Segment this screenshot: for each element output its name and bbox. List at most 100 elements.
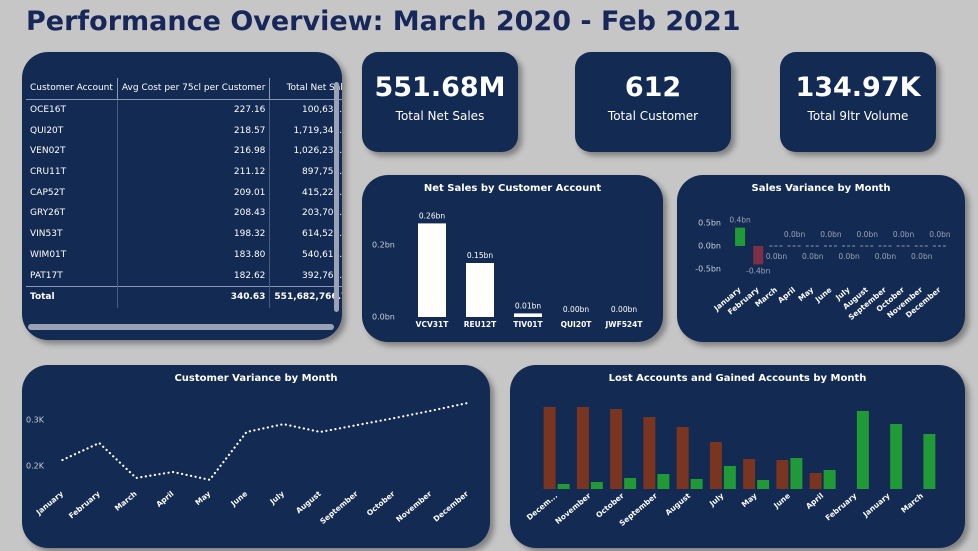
bar [466,263,494,317]
column-header: Customer Account [26,78,118,100]
chart-panel: Net Sales by Customer Account 0.0bn 0.2bn V… [362,175,663,342]
value-label: -0.4bn [746,266,770,275]
value-label: 0.26bn [419,211,445,220]
bar [776,460,789,489]
bar [890,424,903,489]
bar [709,442,722,489]
x-tick-label: April [804,491,825,511]
value-label: 0.0bn [893,230,915,239]
column-header: Avg Cost per 75cl per Customer [117,78,271,100]
table-cell: QUI20T [26,120,118,142]
bar [735,227,746,246]
x-tick-label: February [67,489,102,520]
kpi-card: 134.97K Total 9ltr Volume [780,52,936,152]
table-cell: WIM01T [26,244,118,266]
x-tick-label: April [776,285,797,305]
x-tick-label: JWF524T [605,320,644,329]
value-label: 0.0bn [838,252,860,261]
x-tick-label: May [740,491,759,509]
table-cell: 614,525.06 [302,229,342,240]
x-tick-label: December [432,489,471,524]
table-cell: 340.63 [117,285,271,308]
kpi-value: 134.97K [795,72,921,103]
bar [823,470,836,489]
table-cell: 211.12 [117,161,271,183]
page-title: Performance Overview: March 2020 - Feb 2… [26,6,741,37]
table-cell: CAP52T [26,182,118,204]
x-tick-label: November [394,489,433,524]
value-label: 0.0bn [784,230,806,239]
chart-panel: Lost Accounts and Gained Accounts by Mon… [510,365,965,548]
kpi-card: 612 Total Customer [575,52,731,152]
x-tick-label: February [824,491,859,522]
bar [624,478,637,489]
table-cell: VEN02T [26,141,118,162]
x-tick-label: June [771,491,792,510]
scrollbar[interactable] [334,82,339,312]
bar [590,482,603,489]
bar [757,480,770,489]
x-tick-label: May [193,489,212,507]
chart-title: Net Sales by Customer Account [424,183,602,194]
scrollbar[interactable] [28,324,334,330]
bar [576,407,589,489]
bar [543,407,556,489]
y-tick-label: -0.5bn [695,265,721,274]
x-tick-label: August [664,491,693,517]
value-label: 0.15bn [467,251,493,260]
chart-title: Sales Variance by Month [752,183,891,194]
x-tick-label: September [318,489,360,526]
chart-panel: Customer Variance by Month 0.2K 0.3K Januar… [22,365,490,548]
chart-title: Lost Accounts and Gained Accounts by Mon… [609,373,867,384]
value-label: 0.0bn [802,252,824,261]
table-cell: 392,765.17 [302,270,342,281]
table-cell: 208.43 [117,203,271,224]
value-label: 0.0bn [911,252,933,261]
y-tick-label: 0.3K [26,416,45,425]
table-cell: 540,611.20 [302,249,342,260]
table-cell: 198.32 [117,223,271,245]
value-label: 0.0bn [875,252,897,261]
y-tick-label: 0.0bn [698,242,721,251]
table-cell: 218.57 [117,120,271,142]
line [61,401,469,482]
bar [723,466,736,489]
chart-panel: Sales Variance by Month 0.5bn 0.0bn -0.5bn J… [677,175,965,342]
bar [923,434,936,489]
kpi-value: 612 [624,72,682,103]
kpi-card: 551.68M Total Net Sales [362,52,518,152]
table-cell: OCE16T [26,99,118,121]
x-tick-label: June [228,489,249,508]
bar [657,474,670,489]
bar [690,479,703,489]
bar [610,409,623,489]
y-tick-label: 0.0bn [372,313,395,322]
y-tick-label: 0.2bn [372,241,395,250]
table-cell: 209.01 [117,182,271,204]
value-label: 0.0bn [929,230,951,239]
table-header: Customer Account Avg Cost per 75cl per Cu… [26,78,342,100]
kpi-label: Total 9ltr Volume [807,109,909,123]
x-tick-label: July [707,491,726,509]
table-panel: Customer Account Avg Cost per 75cl per Cu… [22,52,342,340]
chart: Sales Variance by Month 0.5bn 0.0bn -0.5bn J… [695,183,951,322]
x-tick-label: October [594,491,626,520]
table-cell: 1,719,348.72 [293,125,342,136]
chart: Net Sales by Customer Account 0.0bn 0.2bn V… [372,183,644,329]
chart: Customer Variance by Month 0.2K 0.3K Januar… [26,373,471,526]
x-tick-label: November [553,491,592,526]
table-cell: 183.80 [117,244,271,266]
x-tick-label: October [365,489,397,518]
x-tick-label: March [899,491,925,515]
x-tick-label: April [154,489,175,509]
kpi-label: Total Net Sales [395,109,485,123]
